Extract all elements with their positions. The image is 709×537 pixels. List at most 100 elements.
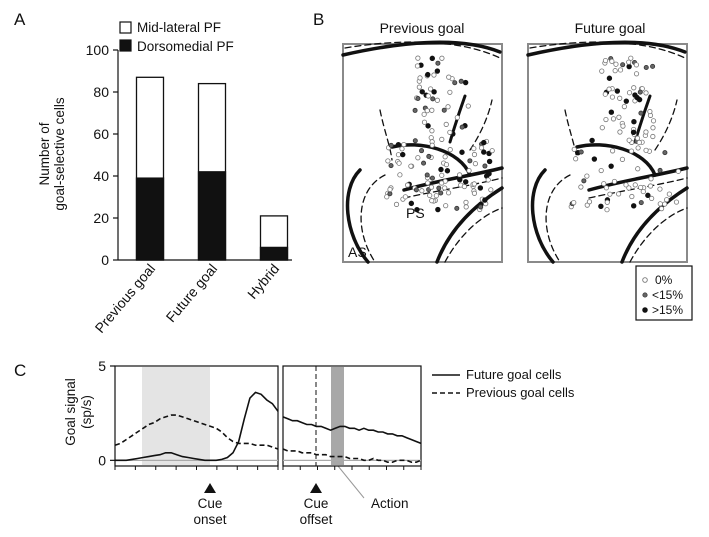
neuron-dot — [609, 148, 616, 154]
neuron-dot — [635, 145, 641, 151]
neuron-dot — [447, 147, 453, 153]
legend-swatch-mid-lateral — [119, 21, 132, 34]
neuron-dot — [429, 107, 435, 113]
y-axis-label-c-line1: Goal signal — [63, 378, 78, 446]
neuron-dot — [589, 137, 595, 144]
neuron-dot — [471, 145, 477, 152]
neuron-dot — [626, 63, 632, 70]
neuron-dot — [604, 207, 610, 213]
sulcus-line-1 — [344, 41, 501, 59]
neuron-dot — [416, 84, 422, 90]
neuron-dot — [446, 74, 452, 80]
neuron-dot — [626, 185, 632, 191]
neuron-dot — [447, 129, 453, 135]
neuron-dot — [435, 60, 441, 66]
series-line-1-left — [114, 414, 279, 450]
neuron-dot — [384, 194, 390, 200]
y-tick-label-c: 5 — [98, 358, 106, 374]
neuron-dot — [650, 133, 656, 140]
x-tick-label-0: Previous goal — [92, 261, 159, 336]
neuron-dot — [598, 203, 604, 209]
neuron-dot — [435, 206, 441, 213]
plot-frame-right — [282, 365, 422, 467]
legend-dot-lt15 — [642, 292, 648, 298]
neuron-dot — [626, 90, 633, 96]
neuron-dot — [629, 193, 635, 200]
neuron-dot — [637, 89, 643, 95]
neuron-dot — [578, 149, 584, 155]
panel-label-b: B — [313, 10, 324, 29]
neuron-dot — [481, 139, 487, 146]
neuron-dot — [621, 103, 627, 110]
neuron-dot — [429, 55, 435, 62]
neuron-dot — [428, 184, 435, 190]
neuron-dot — [395, 141, 402, 148]
neuron-dot — [650, 118, 657, 124]
neuron-dot — [482, 197, 488, 203]
legend-swatch-dorsomedial — [119, 39, 132, 52]
neuron-dot — [675, 168, 681, 174]
neuron-dot — [619, 156, 626, 162]
neuron-dot — [638, 184, 644, 191]
neuron-dot — [636, 96, 643, 103]
action-label: Action — [371, 496, 409, 511]
neuron-dot — [458, 78, 464, 84]
sulcus-line-11 — [564, 109, 578, 161]
neuron-dot — [626, 59, 632, 65]
sulcus-line-8 — [629, 207, 688, 263]
neuron-dot — [643, 64, 649, 70]
neuron-dot — [454, 114, 460, 121]
neuron-dot — [620, 123, 626, 129]
legend-label-future-cells: Future goal cells — [466, 367, 562, 382]
neuron-dot — [421, 111, 427, 117]
neuron-dot — [419, 148, 425, 154]
neuron-dot — [429, 128, 435, 134]
neuron-dot — [643, 147, 649, 153]
sulci-previous — [341, 40, 504, 264]
neuron-dot — [433, 193, 439, 199]
neuron-dot — [611, 178, 618, 185]
bar-dorsomedial-2 — [259, 246, 289, 261]
sulcus-line-11 — [379, 109, 393, 161]
legend-label-lt15: <15% — [652, 288, 683, 302]
panel-b-maps: Previous goal Future goal PS AS 0% <15% … — [341, 20, 693, 321]
neuron-dot — [419, 89, 425, 95]
y-tick-label-c: 0 — [98, 452, 106, 468]
neuron-dot — [426, 153, 432, 159]
neuron-dot — [397, 172, 403, 178]
neuron-dot — [466, 167, 472, 174]
sulcus-line-10 — [469, 99, 493, 151]
neuron-dot — [481, 149, 487, 155]
cue-offset-label-line2: offset — [300, 512, 333, 527]
neuron-dot — [571, 200, 577, 206]
neuron-dot — [623, 182, 629, 188]
neuron-dot — [489, 148, 495, 154]
neuron-dot — [606, 75, 613, 81]
neuron-dot — [633, 71, 640, 77]
legend-label-0: 0% — [655, 273, 673, 287]
neuron-dot — [615, 191, 622, 197]
cue-offset-marker — [310, 483, 322, 493]
neuron-dot — [571, 146, 577, 152]
panel-label-a: A — [14, 10, 26, 29]
neuron-dot — [415, 155, 421, 161]
neuron-dot — [387, 191, 393, 197]
neuron-dot — [395, 152, 402, 158]
cue-onset-label-line1: Cue — [198, 496, 223, 511]
neuron-dot — [427, 192, 433, 199]
neuron-dot — [405, 182, 411, 188]
y-tick-label-a: 40 — [93, 168, 109, 184]
neuron-dot — [412, 107, 418, 113]
map-title-previous-goal: Previous goal — [380, 20, 465, 36]
neuron-dot — [649, 195, 655, 202]
neuron-dot — [431, 72, 437, 78]
y-tick-label-a: 0 — [101, 252, 109, 268]
neuron-dot — [439, 172, 445, 178]
neuron-dots-previous — [384, 55, 495, 213]
neuron-dot — [598, 167, 604, 174]
neuron-dot — [443, 162, 450, 168]
panel-a-bar-chart: Mid-lateral PF Dorsomedial PF Number of … — [37, 20, 292, 336]
neuron-dot — [617, 129, 623, 135]
neuron-dot — [424, 172, 430, 178]
